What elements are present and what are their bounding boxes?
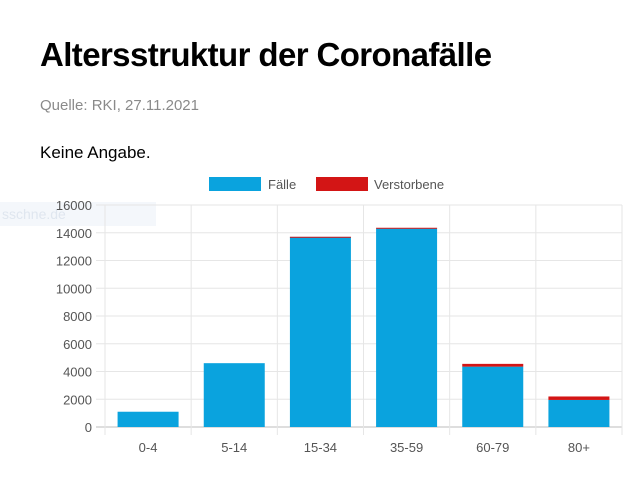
page-title: Altersstruktur der Coronafälle [40,36,492,73]
bar-faelle[interactable] [462,366,524,427]
bar-faelle[interactable] [548,399,610,427]
source-line: Quelle: RKI, 27.11.2021 [40,97,199,114]
y-tick-label: 16000 [56,198,92,213]
x-tick-label: 5-14 [221,440,247,455]
bar-verstorbene[interactable] [376,227,438,229]
x-tick-label: 15-34 [304,440,337,455]
legend-label[interactable]: Fälle [268,177,296,192]
y-tick-label: 14000 [56,226,92,241]
legend-label[interactable]: Verstorbene [374,177,444,192]
bar-faelle[interactable] [203,363,265,427]
bar-verstorbene[interactable] [548,396,610,400]
bars [117,227,610,427]
y-tick-label: 4000 [63,365,92,380]
legend: Fälle Verstorbene [209,177,444,192]
x-tick-label: 80+ [568,440,590,455]
grid-lines [96,204,623,435]
bar-faelle[interactable] [376,228,438,427]
y-tick-label: 2000 [63,392,92,407]
legend-swatch [209,177,261,191]
y-tick-label: 6000 [63,337,92,352]
bar-verstorbene[interactable] [289,236,351,238]
axis-ticks: 0 2000 4000 6000 8000 10000 12000 14000 16000 0-4… [56,198,590,455]
x-tick-label: 60-79 [476,440,509,455]
y-tick-label: 10000 [56,281,92,296]
ghost-overlay-text: sschne.de [0,202,156,226]
bar-faelle[interactable] [289,236,351,427]
bar-faelle[interactable] [117,411,179,427]
legend-swatch [316,177,368,191]
bar-verstorbene[interactable] [462,363,524,367]
x-tick-label: 0-4 [139,440,158,455]
y-tick-label: 12000 [56,254,92,269]
x-tick-label: 35-59 [390,440,423,455]
y-tick-label: 8000 [63,309,92,324]
note-text: Keine Angabe. [40,143,151,162]
y-tick-label: 0 [85,420,92,435]
